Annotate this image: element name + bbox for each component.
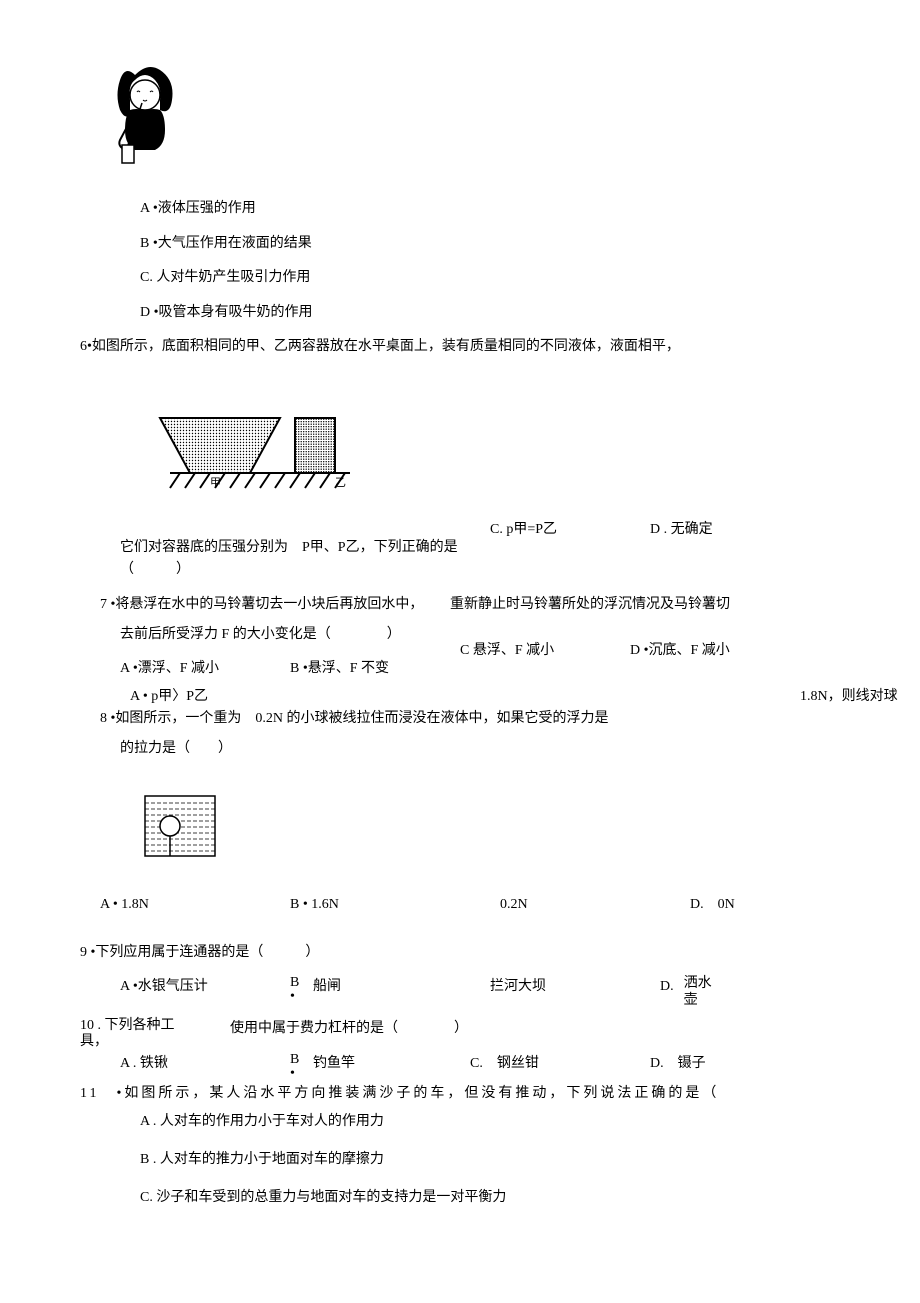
q8-right-text: 1.8N，则线对球 — [800, 686, 920, 731]
q5-option-c: C. 人对牛奶产生吸引力作用 — [140, 267, 860, 289]
q7-option-a: A •漂浮、F 减小 — [120, 658, 290, 680]
q6-intro: 6•如图所示，底面积相同的甲、乙两容器放在水平桌面上，装有质量相同的不同液体，液… — [80, 336, 860, 358]
q6-pressure-text: 它们对容器底的压强分别为 P甲、P乙，下列正确的是（ ） — [120, 537, 490, 582]
q6-option-c: C. p甲=P乙 — [490, 519, 650, 582]
q11-option-a: A . 人对车的作用力小于车对人的作用力 — [140, 1111, 860, 1133]
q6-option-d: D . 无确定 — [650, 519, 800, 582]
q9-option-a: A •水银气压计 — [120, 976, 290, 998]
q7-intro-right: 重新静止时马铃薯所处的浮沉情况及马铃薯切 — [450, 594, 860, 616]
q7-option-d: D •沉底、F 减小 — [630, 640, 780, 680]
q10-intro-left: 10 . 下列各种工 具， — [80, 1018, 230, 1052]
q5-option-d: D •吸管本身有吸牛奶的作用 — [140, 302, 860, 324]
q5-option-a: A •液体压强的作用 — [140, 198, 860, 220]
q10-option-c: C. 钢丝钳 — [470, 1053, 650, 1075]
q7-intro-left: 7 •将悬浮在水中的马铃薯切去一小块后再放回水中， — [100, 594, 450, 616]
q9-intro: 9 •下列应用属于连通器的是（ ） — [80, 942, 860, 964]
q11-option-b: B . 人对车的推力小于地面对车的摩擦力 — [140, 1149, 860, 1171]
q9-option-b: B • 船闸 — [290, 976, 490, 1004]
q10-option-d: D. 镊子 — [650, 1053, 770, 1075]
q9-option-d: D. 洒水 壶 — [660, 976, 780, 1010]
q5-option-b: B •大气压作用在液面的结果 — [140, 233, 860, 255]
q7-option-b: B •悬浮、F 不变 — [290, 658, 460, 680]
svg-text:乙: 乙 — [335, 476, 346, 489]
q8-option-a: A • 1.8N — [100, 894, 290, 916]
q10-option-b: B • 钓鱼竿 — [290, 1053, 470, 1081]
girl-drinking-illustration — [100, 60, 860, 178]
q8-option-c: 0.2N — [500, 894, 690, 916]
q8-sub: 的拉力是（ ） — [120, 738, 860, 760]
svg-text:甲: 甲 — [210, 477, 221, 489]
q10-intro-rest: 使用中属于费力杠杆的是（ ） — [230, 1018, 860, 1052]
q8-option-b: B • 1.6N — [290, 894, 500, 916]
q8-intro: 8 •如图所示，一个重为 0.2N 的小球被线拉住而浸没在液体中，如果它受的浮力… — [100, 708, 800, 730]
q10-option-a: A . 铁锹 — [120, 1053, 290, 1075]
containers-diagram: 甲 乙 — [100, 378, 860, 516]
q11-option-c: C. 沙子和车受到的总重力与地面对车的支持力是一对平衡力 — [140, 1187, 860, 1209]
q7-below-text: A • p甲〉P乙 — [130, 686, 800, 708]
ball-in-liquid-diagram — [100, 781, 860, 874]
q8-option-d: D. 0N — [690, 894, 840, 916]
q9-option-c: 拦河大坝 — [490, 976, 660, 998]
q7-option-c: C 悬浮、F 减小 — [460, 640, 630, 680]
q11-intro: 11 •如图所示，某人沿水平方向推装满沙子的车，但没有推动，下列说法正确的是（ — [80, 1083, 860, 1105]
